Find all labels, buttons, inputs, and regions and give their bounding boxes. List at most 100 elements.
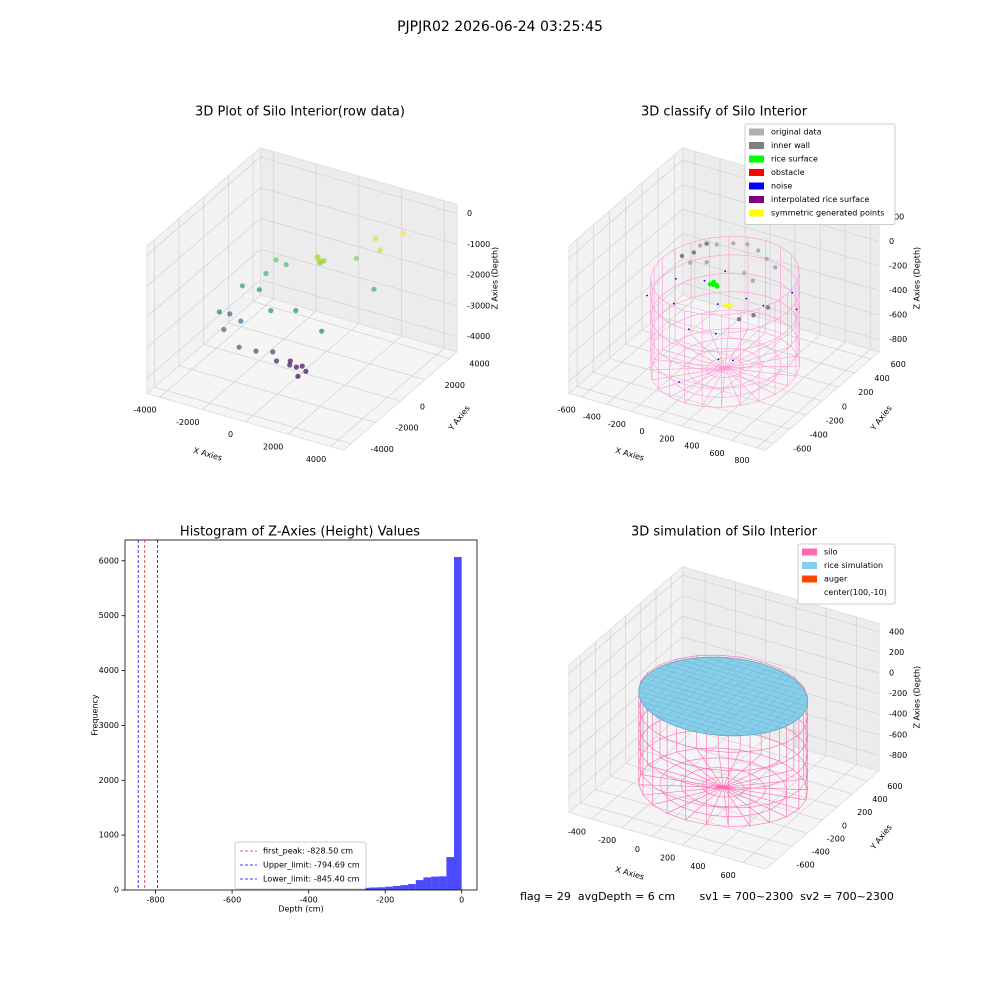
point (293, 364, 299, 370)
point (646, 294, 648, 297)
chart-title: Histogram of Z-Axies (Height) Values (180, 525, 420, 540)
point (731, 241, 736, 246)
point (221, 326, 227, 333)
x-tick-label: -400 (300, 896, 318, 905)
grid-line (146, 248, 458, 348)
point (724, 270, 727, 273)
legend-box (234, 841, 367, 890)
point (256, 287, 262, 293)
legend-label: auger (824, 575, 848, 584)
z-tick-label: 0 (889, 669, 894, 678)
x-tick-label: 600 (720, 871, 735, 880)
grid-line (245, 176, 360, 423)
bar (385, 886, 393, 890)
point (679, 253, 685, 259)
x-tick-label: 2000 (263, 443, 283, 452)
y-tick-label: 0 (842, 402, 847, 411)
y-tick-label: -200 (826, 416, 844, 425)
grid-line (228, 175, 426, 381)
y-tick-label: -200 (827, 834, 845, 843)
point (239, 283, 245, 289)
x-tick-label: 4000 (306, 455, 326, 464)
grid-line (146, 187, 458, 287)
point (287, 362, 293, 368)
point (688, 260, 693, 265)
z-tick-label: 200 (889, 648, 904, 657)
point (703, 279, 706, 282)
legend-swatch (749, 209, 764, 217)
point (400, 230, 406, 236)
x-axis-label: Depth (cm) (278, 905, 323, 914)
point (714, 242, 719, 247)
legend-box (797, 543, 896, 605)
grid-line (576, 239, 774, 444)
point (773, 265, 778, 270)
legend-swatch (749, 142, 764, 149)
grid-line (568, 657, 880, 757)
legend-label: Lower_limit: -845.40 cm (263, 875, 360, 884)
y-tick-label: -4000 (371, 445, 394, 454)
chart-title: 3D Plot of Silo Interior(row data) (195, 105, 405, 120)
bar (316, 889, 324, 890)
grid-line (674, 154, 871, 360)
grid-line (568, 574, 880, 674)
x-tick-label: 0 (635, 845, 640, 854)
x-tick-label: -4000 (133, 406, 156, 415)
z-tick-label: -800 (889, 335, 907, 344)
legend-label: silo (824, 548, 838, 557)
y-tick-label: 3000 (99, 721, 119, 730)
grid-line (568, 208, 880, 308)
point (795, 308, 798, 311)
bar (377, 887, 386, 890)
point (704, 241, 709, 246)
point (263, 270, 269, 277)
legend-label: obstacle (771, 168, 805, 177)
legend-swatch (749, 182, 764, 190)
point (319, 328, 325, 334)
silo-wireframe (650, 235, 800, 408)
z-axis-label: Z Axies (Depth) (913, 247, 922, 310)
z-tick-label: -800 (889, 751, 907, 760)
y-tick-label: 200 (858, 388, 873, 397)
x-tick-label: 0 (639, 427, 644, 436)
legend-label: first_peak: -828.50 cm (263, 847, 353, 856)
point (711, 279, 716, 285)
y-tick-label: -400 (812, 848, 830, 857)
grid-line (581, 151, 696, 398)
bar (454, 557, 462, 890)
grid-line (568, 636, 880, 736)
point (303, 368, 309, 374)
x-tick-label: 400 (690, 862, 705, 871)
point (765, 305, 771, 310)
point (691, 250, 697, 255)
x-tick-label: -400 (583, 413, 601, 422)
point (736, 317, 742, 322)
legend-label: rice surface (771, 155, 818, 164)
y-tick-label: 0 (420, 402, 425, 411)
point (756, 248, 761, 253)
y-tick-label: 5000 (99, 611, 119, 620)
y-tick-label: -400 (810, 430, 828, 439)
grid-line (568, 595, 880, 695)
grid-line (568, 615, 880, 715)
grid-line (178, 218, 376, 423)
point (674, 278, 677, 280)
y-tick-label: -600 (793, 444, 811, 453)
y-tick-label: 0 (842, 821, 847, 830)
z-tick-label: -4000 (467, 332, 490, 341)
z-tick-label: 0 (889, 237, 894, 246)
z-tick-label: 0 (467, 209, 472, 218)
grid-line (146, 218, 458, 317)
grid-line (682, 599, 797, 846)
z-tick-label: -3000 (467, 301, 490, 310)
y-tick-label: 600 (887, 782, 902, 791)
point (791, 291, 794, 294)
x-tick-label: -200 (376, 896, 394, 905)
y-tick-label: 400 (872, 795, 887, 804)
legend-swatch (749, 196, 764, 203)
grid-line (625, 196, 823, 402)
point (750, 278, 755, 283)
x-tick-label: 800 (734, 456, 749, 465)
z-tick-label: -600 (889, 730, 907, 739)
bar (423, 877, 432, 890)
